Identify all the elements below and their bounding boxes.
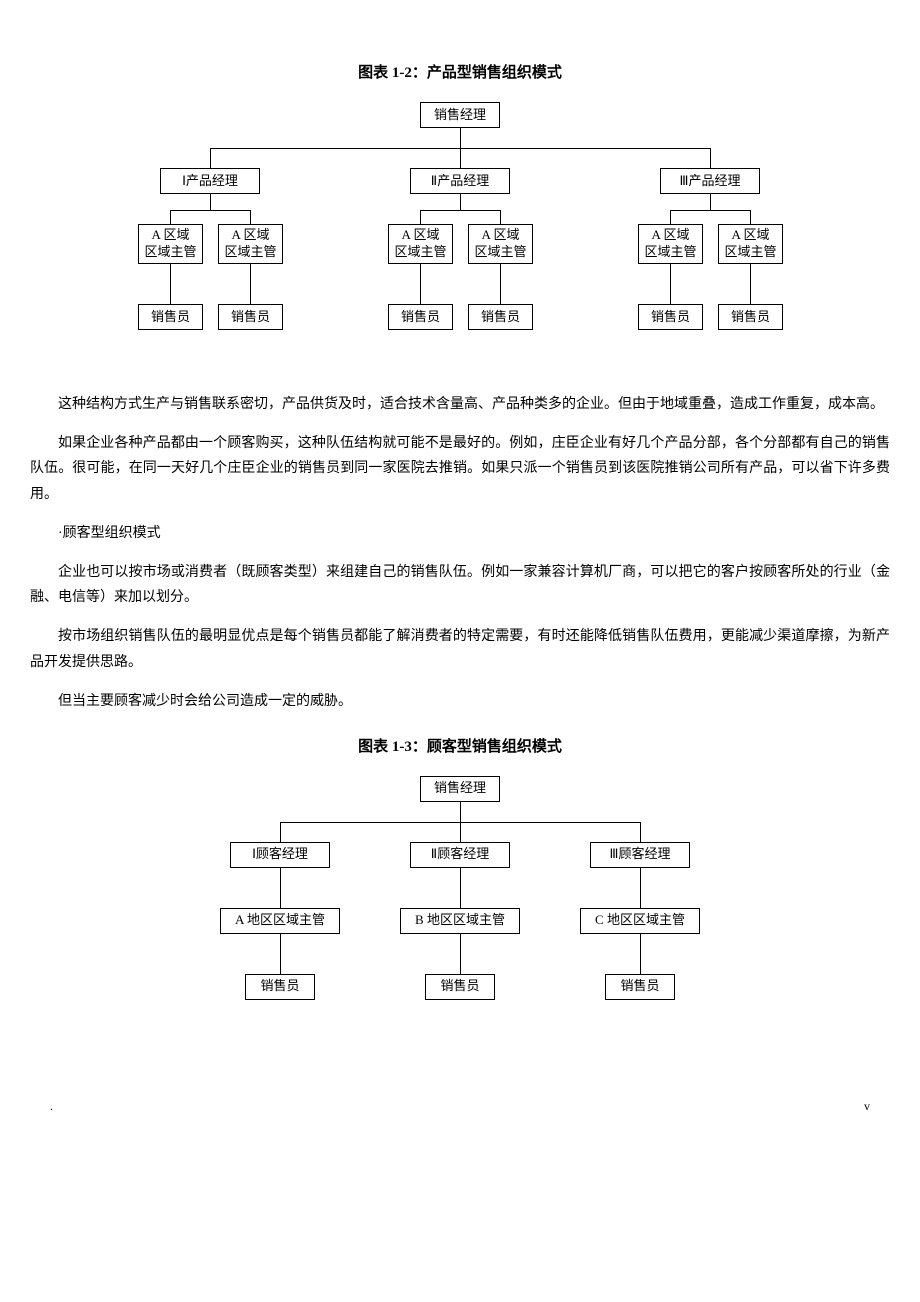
- chart1-sales: 销售员: [138, 304, 203, 330]
- connector: [460, 128, 461, 148]
- chart1-region: A 区域区域主管: [468, 224, 533, 264]
- chart1-manager-2: Ⅱ产品经理: [410, 168, 510, 194]
- chart2-region-b: B 地区区域主管: [400, 908, 520, 934]
- connector: [280, 934, 281, 974]
- chart1-sales: 销售员: [218, 304, 283, 330]
- chart1-root: 销售经理: [420, 102, 500, 128]
- connector: [420, 210, 421, 224]
- connector: [640, 868, 641, 908]
- connector: [460, 868, 461, 908]
- connector: [710, 194, 711, 210]
- connector: [250, 264, 251, 304]
- footer-right: v: [864, 1096, 870, 1118]
- connector: [670, 210, 671, 224]
- chart1-manager-1: Ⅰ产品经理: [160, 168, 260, 194]
- chart2-sales: 销售员: [605, 974, 675, 1000]
- connector: [460, 802, 461, 822]
- connector: [670, 264, 671, 304]
- paragraph: 这种结构方式生产与销售联系密切，产品供货及时，适合技术含量高、产品种类多的企业。…: [30, 392, 890, 417]
- connector: [210, 148, 211, 168]
- chart2-root: 销售经理: [420, 776, 500, 802]
- connector: [460, 194, 461, 210]
- connector: [280, 868, 281, 908]
- connector: [460, 934, 461, 974]
- chart2-region-c: C 地区区域主管: [580, 908, 700, 934]
- bullet-heading: ·顾客型组织模式: [30, 521, 890, 546]
- connector: [280, 822, 281, 842]
- chart2-manager-3: Ⅲ顾客经理: [590, 842, 690, 868]
- connector: [210, 194, 211, 210]
- connector: [710, 148, 711, 168]
- connector: [250, 210, 251, 224]
- chart1-sales: 销售员: [388, 304, 453, 330]
- connector: [640, 822, 641, 842]
- chart1-region: A 区域区域主管: [218, 224, 283, 264]
- chart2-title: 图表 1-3：顾客型销售组织模式: [30, 734, 890, 761]
- chart2-sales: 销售员: [425, 974, 495, 1000]
- page-footer: . v: [30, 1096, 890, 1118]
- connector: [670, 210, 750, 211]
- connector: [750, 264, 751, 304]
- chart2-manager-1: Ⅰ顾客经理: [230, 842, 330, 868]
- chart1-region: A 区域区域主管: [638, 224, 703, 264]
- connector: [170, 210, 250, 211]
- connector: [500, 264, 501, 304]
- chart1-sales: 销售员: [468, 304, 533, 330]
- connector: [640, 934, 641, 974]
- chart1: 销售经理 Ⅰ产品经理 Ⅱ产品经理 Ⅲ产品经理 A 区域区域主管 A 区域区域主管…: [100, 102, 820, 362]
- chart2-sales: 销售员: [245, 974, 315, 1000]
- connector: [420, 210, 500, 211]
- chart1-title: 图表 1-2：产品型销售组织模式: [30, 60, 890, 87]
- chart2-region-a: A 地区区域主管: [220, 908, 340, 934]
- chart1-region: A 区域区域主管: [138, 224, 203, 264]
- connector: [750, 210, 751, 224]
- chart1-sales: 销售员: [638, 304, 703, 330]
- connector: [420, 264, 421, 304]
- footer-left: .: [50, 1096, 53, 1118]
- paragraph: 如果企业各种产品都由一个顾客购买，这种队伍结构就可能不是最好的。例如，庄臣企业有…: [30, 431, 890, 507]
- paragraph: 但当主要顾客减少时会给公司造成一定的威胁。: [30, 689, 890, 714]
- chart1-region: A 区域区域主管: [388, 224, 453, 264]
- chart1-sales: 销售员: [718, 304, 783, 330]
- connector: [500, 210, 501, 224]
- connector: [460, 822, 461, 842]
- chart2-manager-2: Ⅱ顾客经理: [410, 842, 510, 868]
- connector: [170, 210, 171, 224]
- paragraph: 按市场组织销售队伍的最明显优点是每个销售员都能了解消费者的特定需要，有时还能降低…: [30, 624, 890, 674]
- connector: [170, 264, 171, 304]
- connector: [460, 148, 461, 168]
- chart1-region: A 区域区域主管: [718, 224, 783, 264]
- chart1-manager-3: Ⅲ产品经理: [660, 168, 760, 194]
- chart2: 销售经理 Ⅰ顾客经理 Ⅱ顾客经理 Ⅲ顾客经理 A 地区区域主管 B 地区区域主管…: [180, 776, 740, 1036]
- paragraph: 企业也可以按市场或消费者（既顾客类型）来组建自己的销售队伍。例如一家兼容计算机厂…: [30, 560, 890, 610]
